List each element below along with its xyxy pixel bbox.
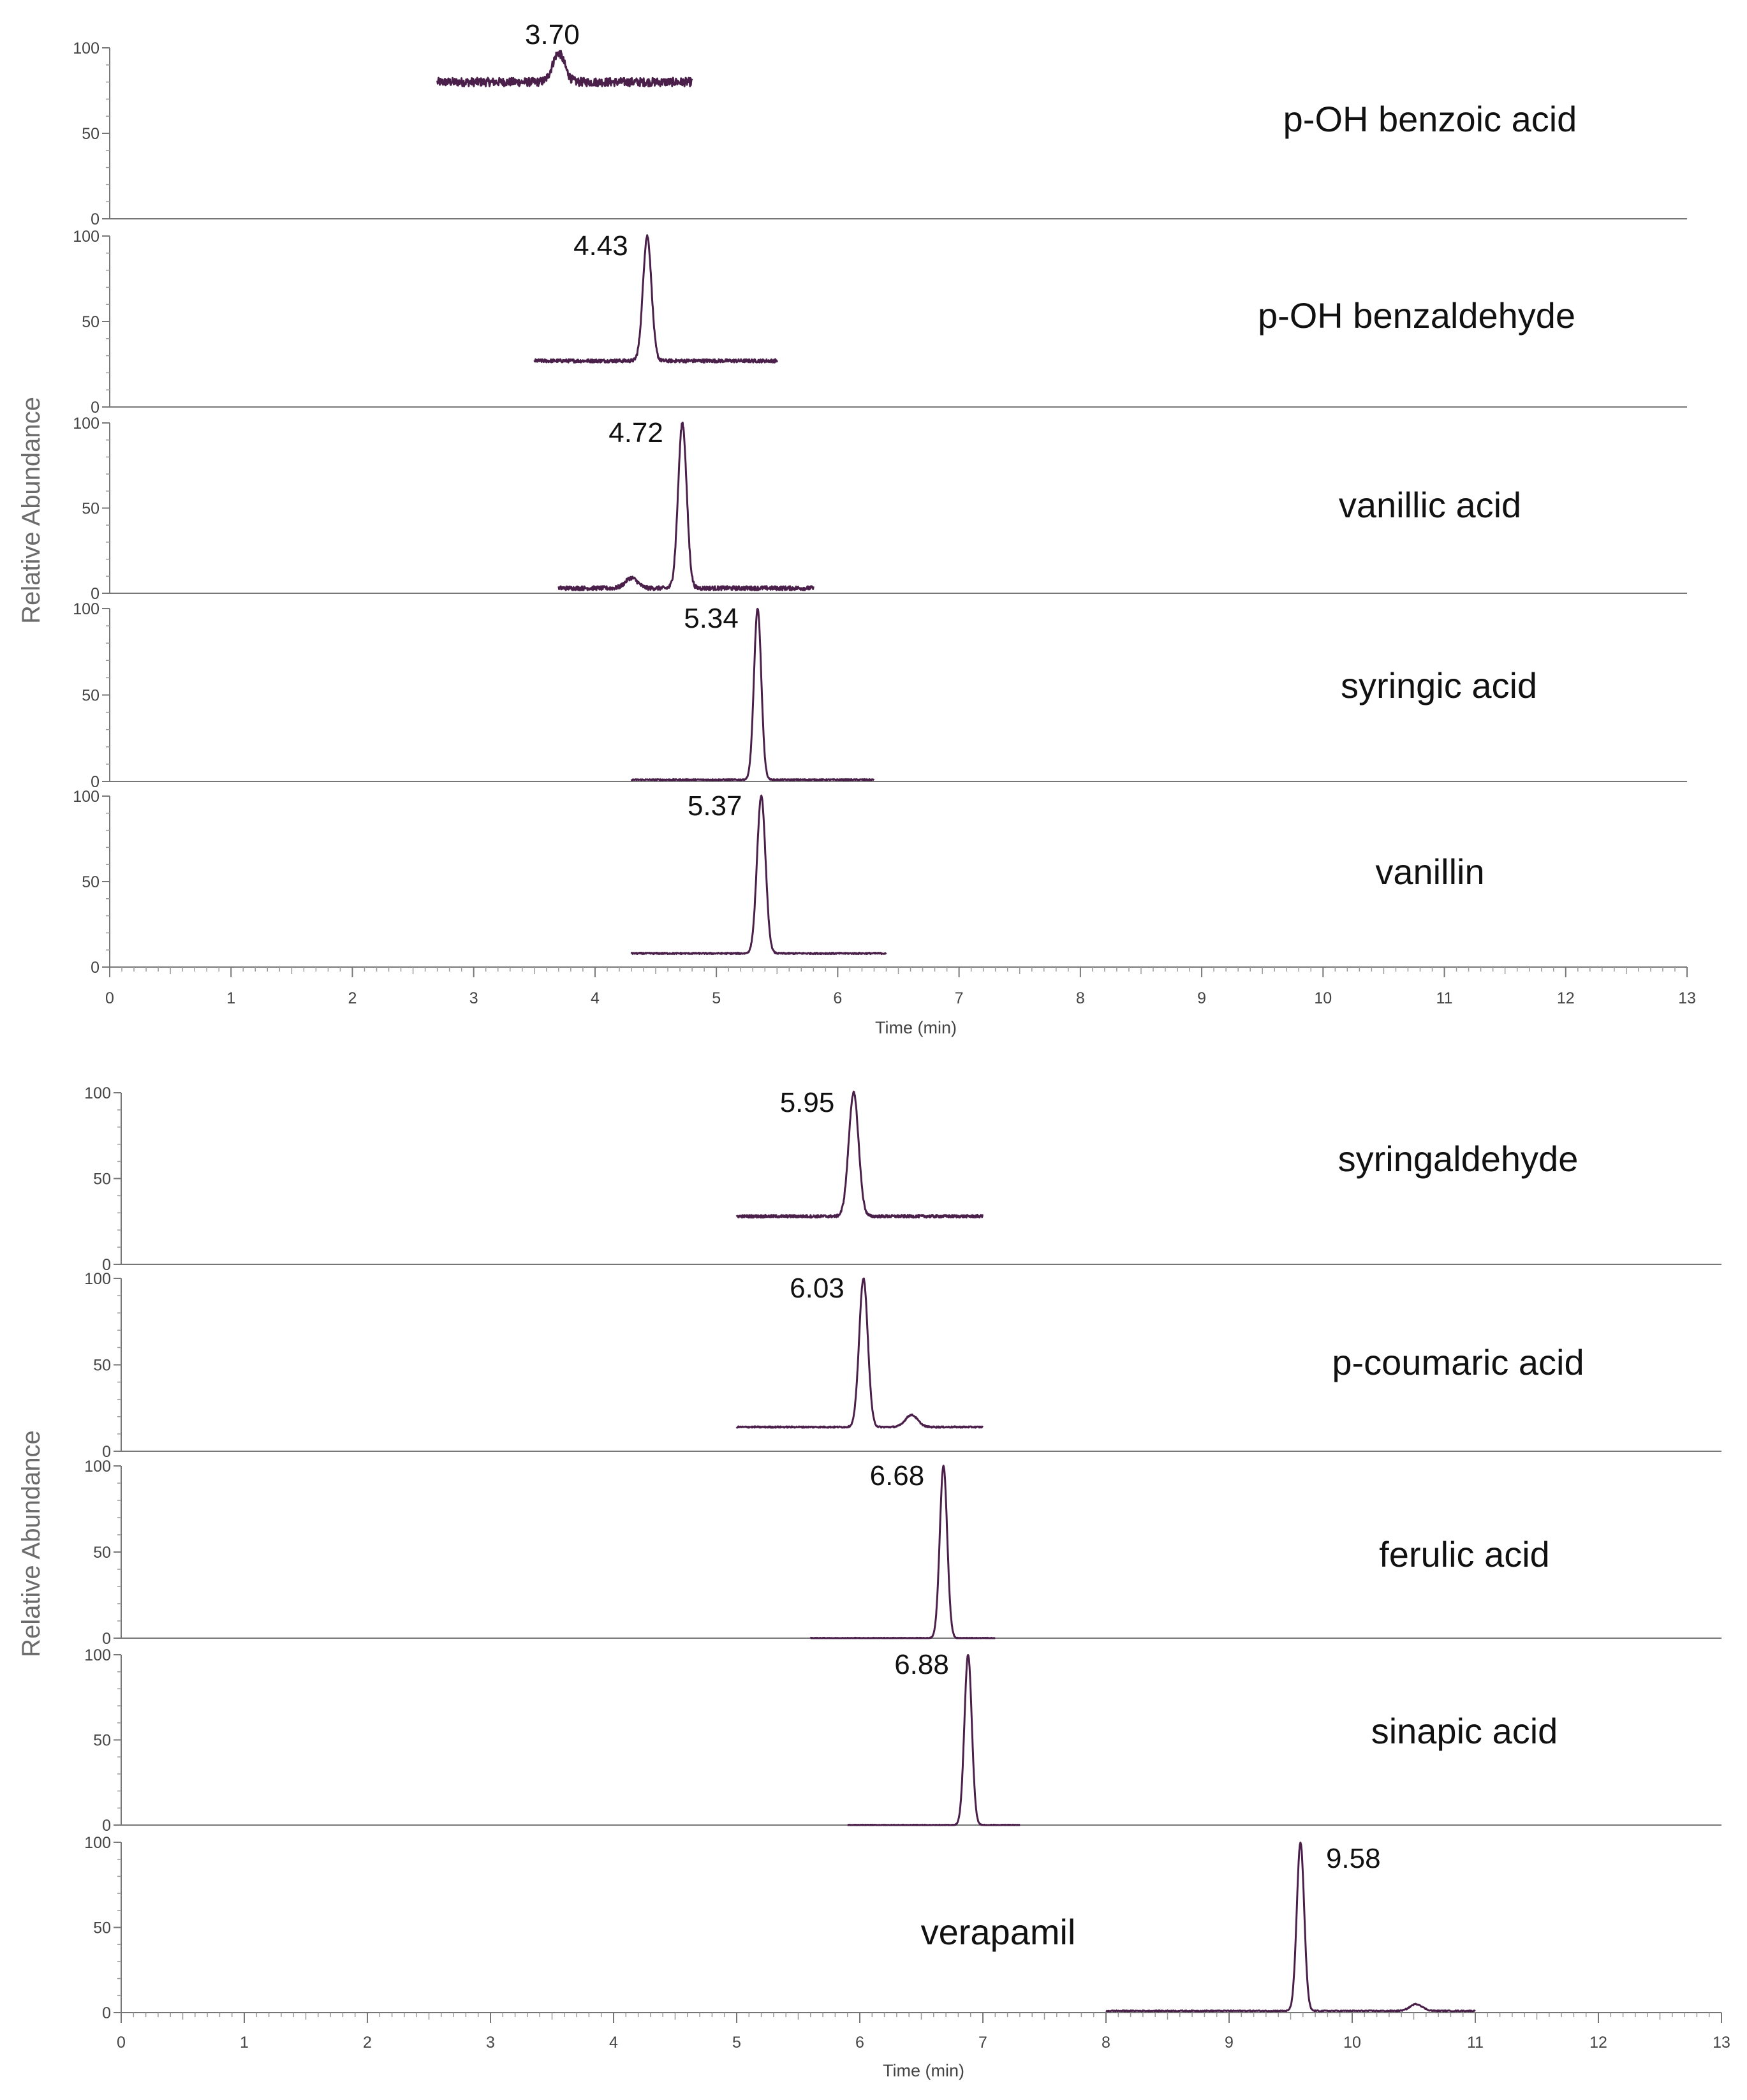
x-tick-label-4: 4 (609, 2034, 618, 2052)
x-tick-label-8: 8 (1102, 2034, 1110, 2052)
vanillin-y-tick-label-0: 0 (91, 959, 100, 977)
vanillic-acid-y-tick-label-50: 50 (82, 500, 100, 518)
x-tick-label-6: 6 (855, 2034, 864, 2052)
x-tick-label-9: 9 (1225, 2034, 1234, 2052)
ferulic-acid-retention-time-label: 6.68 (870, 1460, 925, 1491)
p-oh-benzaldehyde-trace (533, 234, 778, 364)
ferulic-acid-y-tick-label-0: 0 (102, 1630, 111, 1648)
ferulic-acid-y-tick-label-100: 100 (84, 1458, 111, 1475)
sinapic-acid-retention-time-label: 6.88 (894, 1649, 949, 1680)
verapamil-compound-label: verapamil (921, 1912, 1076, 1952)
x-tick-label-10: 10 (1314, 989, 1332, 1007)
vanillic-acid-retention-time-label: 4.72 (608, 417, 663, 448)
x-tick-label-13: 13 (1678, 989, 1696, 1007)
x-tick-label-6: 6 (833, 989, 842, 1007)
syringic-acid-y-tick-label-50: 50 (82, 687, 100, 705)
p-oh-benzaldehyde-y-tick-label-50: 50 (82, 313, 100, 331)
p-oh-benzoic-acid-retention-time-label: 3.70 (525, 19, 580, 50)
syringaldehyde-retention-time-label: 5.95 (780, 1087, 835, 1118)
p-oh-benzoic-acid-y-tick-label-0: 0 (91, 211, 100, 228)
x-tick-label-3: 3 (486, 2034, 495, 2052)
p-oh-benzaldehyde-y-tick-label-0: 0 (91, 399, 100, 417)
syringaldehyde-compound-label: syringaldehyde (1338, 1139, 1579, 1179)
vanillic-acid-y-tick-label-100: 100 (73, 415, 100, 433)
x-tick-label-8: 8 (1076, 989, 1085, 1007)
x-tick-label-2: 2 (348, 989, 357, 1007)
p-coumaric-acid-y-tick-label-100: 100 (84, 1270, 111, 1288)
x-axis-label-bottom: Time (min) (883, 2061, 964, 2080)
x-tick-label-2: 2 (363, 2034, 372, 2052)
verapamil-y-tick-label-50: 50 (93, 1919, 111, 1937)
sinapic-acid-trace (846, 1654, 1021, 1826)
x-tick-label-12: 12 (1557, 989, 1575, 1007)
vanillin-compound-label: vanillin (1375, 852, 1484, 892)
vanillic-acid-y-tick-label-0: 0 (91, 585, 100, 603)
x-tick-label-7: 7 (978, 2034, 987, 2052)
ferulic-acid-y-tick-label-50: 50 (93, 1544, 111, 1562)
syringaldehyde-y-tick-label-50: 50 (93, 1171, 111, 1188)
p-coumaric-acid-y-tick-label-50: 50 (93, 1357, 111, 1375)
syringic-acid-compound-label: syringic acid (1341, 665, 1537, 706)
syringic-acid-retention-time-label: 5.34 (684, 603, 739, 634)
y-axis-label-top: Relative Abundance (17, 397, 45, 624)
p-coumaric-acid-y-tick-label-0: 0 (102, 1443, 111, 1461)
p-oh-benzaldehyde-y-tick-label-100: 100 (73, 228, 100, 246)
x-tick-label-9: 9 (1197, 989, 1206, 1007)
syringic-acid-y-tick-label-100: 100 (73, 600, 100, 618)
sinapic-acid-y-tick-label-50: 50 (93, 1732, 111, 1750)
ferulic-acid-compound-label: ferulic acid (1379, 1534, 1550, 1574)
vanillin-retention-time-label: 5.37 (688, 790, 742, 822)
syringaldehyde-trace (735, 1090, 984, 1219)
sinapic-acid-y-tick-label-0: 0 (102, 1817, 111, 1835)
vanillin-y-tick-label-100: 100 (73, 788, 100, 806)
x-tick-label-4: 4 (591, 989, 600, 1007)
x-tick-label-5: 5 (712, 989, 721, 1007)
p-oh-benzoic-acid-y-tick-label-50: 50 (82, 125, 100, 143)
p-coumaric-acid-compound-label: p-coumaric acid (1332, 1342, 1584, 1382)
x-tick-label-11: 11 (1467, 2034, 1484, 2052)
vanillic-acid-trace (557, 421, 815, 591)
vanillin-trace (630, 794, 887, 956)
x-tick-label-0: 0 (117, 2034, 126, 2052)
x-tick-label-1: 1 (226, 989, 235, 1007)
p-oh-benzaldehyde-compound-label: p-OH benzaldehyde (1258, 295, 1575, 336)
x-tick-label-13: 13 (1713, 2034, 1730, 2052)
sinapic-acid-compound-label: sinapic acid (1371, 1711, 1558, 1751)
syringic-acid-y-tick-label-0: 0 (91, 773, 100, 791)
verapamil-retention-time-label: 9.58 (1326, 1843, 1381, 1874)
vanillic-acid-compound-label: vanillic acid (1339, 485, 1521, 525)
syringaldehyde-y-tick-label-100: 100 (84, 1084, 111, 1102)
ferulic-acid-trace (809, 1465, 996, 1639)
x-axis-label-top: Time (min) (875, 1018, 957, 1037)
p-coumaric-acid-retention-time-label: 6.03 (790, 1273, 844, 1304)
x-tick-label-11: 11 (1436, 989, 1453, 1007)
x-tick-label-5: 5 (732, 2034, 741, 2052)
x-tick-label-3: 3 (469, 989, 478, 1007)
p-coumaric-acid-trace (735, 1277, 984, 1429)
p-oh-benzoic-acid-compound-label: p-OH benzoic acid (1283, 99, 1577, 139)
syringic-acid-trace (630, 608, 875, 781)
x-tick-label-10: 10 (1343, 2034, 1361, 2052)
verapamil-y-tick-label-100: 100 (84, 1834, 111, 1852)
p-oh-benzaldehyde-retention-time-label: 4.43 (573, 230, 628, 262)
syringaldehyde-y-tick-label-0: 0 (102, 1256, 111, 1274)
verapamil-y-tick-label-0: 0 (102, 2004, 111, 2022)
p-oh-benzoic-acid-y-tick-label-100: 100 (73, 40, 100, 57)
verapamil-trace (1105, 1841, 1476, 2013)
p-oh-benzoic-acid-trace (436, 50, 693, 87)
x-tick-label-12: 12 (1589, 2034, 1607, 2052)
vanillin-y-tick-label-50: 50 (82, 873, 100, 891)
x-tick-label-0: 0 (105, 989, 114, 1007)
sinapic-acid-y-tick-label-100: 100 (84, 1646, 111, 1664)
x-tick-label-7: 7 (955, 989, 964, 1007)
y-axis-label-bottom: Relative Abundance (17, 1430, 45, 1657)
x-tick-label-1: 1 (240, 2034, 249, 2052)
